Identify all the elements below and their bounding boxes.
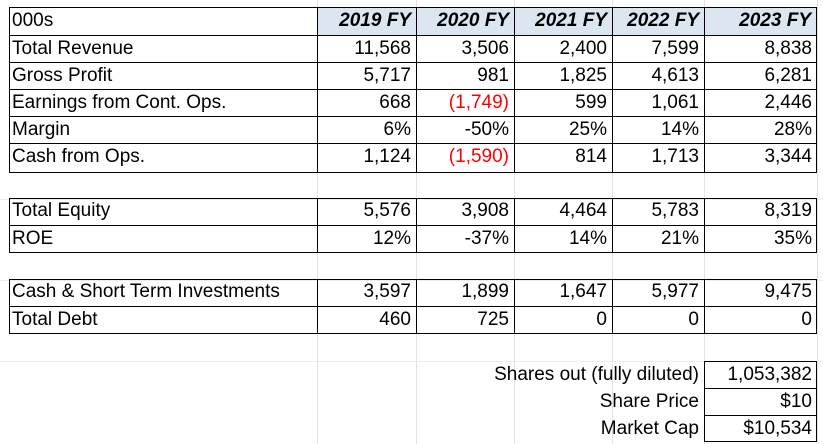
share-price-label: Share Price: [599, 391, 699, 412]
row-label: Total Revenue: [12, 38, 134, 59]
cell-value: 5,576: [363, 200, 411, 221]
cell-value: 0: [801, 309, 812, 330]
year-header-2019: 2019 FY: [318, 8, 416, 35]
cell-value: 1,647: [559, 281, 607, 302]
negative-cell-value: (1,590): [448, 146, 509, 167]
row-label: ROE: [12, 228, 54, 249]
row-label: Margin: [12, 119, 71, 140]
row-label: Cash from Ops.: [12, 146, 146, 167]
cell-value: 14%: [660, 119, 699, 140]
cell-value: 0: [688, 309, 699, 330]
cell-value: 12%: [372, 228, 411, 249]
cell-value: 599: [575, 92, 607, 113]
cell-value: 7,599: [651, 38, 699, 59]
cell-value: 814: [575, 146, 607, 167]
cell-value: 3,506: [461, 38, 509, 59]
cell-value: 460: [379, 309, 411, 330]
row-label: Total Debt: [12, 309, 98, 330]
cell-value: 5,977: [651, 281, 699, 302]
cell-value: 21%: [660, 228, 699, 249]
year-header-2022: 2022 FY: [613, 8, 704, 35]
cell-value: 5,717: [363, 65, 411, 86]
cell-value: 3,344: [764, 146, 812, 167]
cell-value: -50%: [464, 119, 509, 140]
cell-value: 1,061: [651, 92, 699, 113]
cell-value: 725: [477, 309, 509, 330]
income-table: [9, 7, 817, 173]
year-header-2020: 2020 FY: [417, 8, 514, 35]
cell-value: 28%: [773, 119, 812, 140]
market-cap-value: $10,534: [743, 418, 812, 439]
share-price-value: $10: [780, 391, 812, 412]
shares-out-label: Shares out (fully diluted): [494, 364, 699, 385]
units-label: 000s: [12, 10, 54, 31]
shares-out-value: 1,053,382: [727, 364, 812, 385]
cell-value: 2,446: [764, 92, 812, 113]
cell-value: 14%: [568, 228, 607, 249]
cell-value: 4,464: [559, 200, 607, 221]
cell-value: 668: [379, 92, 411, 113]
row-label: Gross Profit: [12, 65, 113, 86]
cell-value: 8,319: [764, 200, 812, 221]
cell-value: 9,475: [764, 281, 812, 302]
cell-value: -37%: [464, 228, 509, 249]
cell-value: 981: [477, 65, 509, 86]
row-label: Earnings from Cont. Ops.: [12, 92, 227, 113]
cell-value: 1,124: [363, 146, 411, 167]
year-header-2021: 2021 FY: [515, 8, 612, 35]
cell-value: 1,899: [461, 281, 509, 302]
cell-value: 3,908: [461, 200, 509, 221]
cell-value: 8,838: [764, 38, 812, 59]
cell-value: 6,281: [764, 65, 812, 86]
cell-value: 1,825: [559, 65, 607, 86]
cell-value: 11,568: [354, 38, 411, 59]
cell-value: 1,713: [651, 146, 699, 167]
cell-value: 6%: [383, 119, 411, 140]
market-box: [704, 361, 817, 442]
year-header-2023: 2023 FY: [705, 8, 816, 35]
cell-value: 4,613: [651, 65, 699, 86]
row-label: Total Equity: [12, 200, 111, 221]
cell-value: 3,597: [363, 281, 411, 302]
cell-value: 5,783: [651, 200, 699, 221]
cell-value: 2,400: [559, 38, 607, 59]
cell-value: 35%: [773, 228, 812, 249]
cell-value: 0: [596, 309, 607, 330]
row-label: Cash & Short Term Investments: [12, 281, 280, 302]
cell-value: 25%: [568, 119, 607, 140]
market-cap-label: Market Cap: [600, 418, 699, 439]
negative-cell-value: (1,749): [448, 92, 509, 113]
